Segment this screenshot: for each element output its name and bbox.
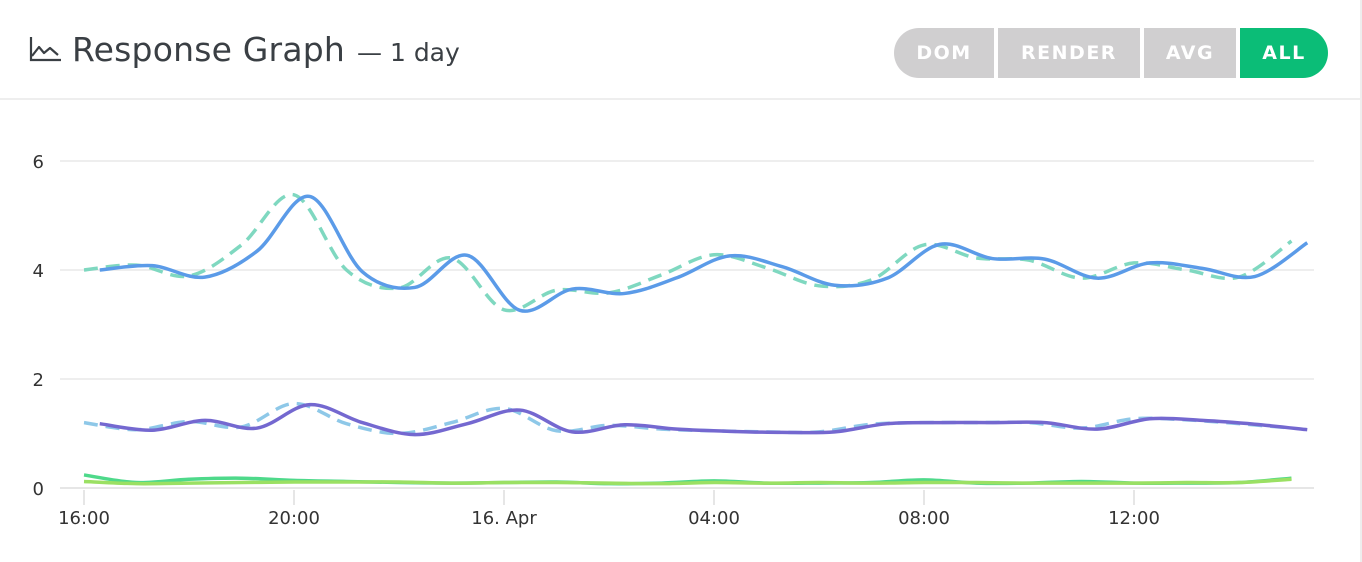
time-range-label: — 1 day — [357, 38, 460, 67]
metric-filter-group: DOM RENDER AVG ALL — [894, 28, 1328, 78]
x-tick-label: 16. Apr — [471, 508, 537, 529]
series-line — [83, 193, 1293, 313]
y-axis: 0 2 4 6 — [33, 152, 44, 500]
series-line — [99, 194, 1309, 313]
chart-series — [83, 193, 1309, 486]
x-tick-label: 20:00 — [268, 508, 320, 529]
x-tick-label: 08:00 — [898, 508, 950, 529]
x-tick-label: 04:00 — [688, 508, 740, 529]
x-tick-label: 16:00 — [58, 508, 110, 529]
series-line — [99, 402, 1308, 437]
render-filter-button[interactable]: RENDER — [998, 28, 1140, 78]
chart-gridlines — [60, 160, 1314, 489]
response-line-chart: 0 2 4 6 16:00 20:00 16. Apr 04:00 08:00 12:00 — [33, 152, 1314, 529]
y-tick-label: 0 — [33, 479, 44, 500]
area-chart-icon — [29, 37, 61, 62]
page-title: Response Graph — [72, 30, 346, 69]
y-tick-label: 2 — [33, 370, 44, 391]
title-group: Response Graph — 1 day — [28, 30, 460, 69]
y-tick-label: 6 — [33, 152, 44, 173]
series-line — [83, 477, 1292, 486]
dom-filter-button[interactable]: DOM — [894, 28, 994, 78]
y-tick-label: 4 — [33, 261, 44, 282]
card-header: Response Graph — 1 day DOM RENDER AVG AL… — [0, 0, 1360, 100]
all-filter-button[interactable]: ALL — [1240, 28, 1328, 78]
avg-filter-button[interactable]: AVG — [1144, 28, 1236, 78]
x-tick-label: 12:00 — [1108, 508, 1160, 529]
x-axis: 16:00 20:00 16. Apr 04:00 08:00 12:00 — [58, 490, 1160, 529]
